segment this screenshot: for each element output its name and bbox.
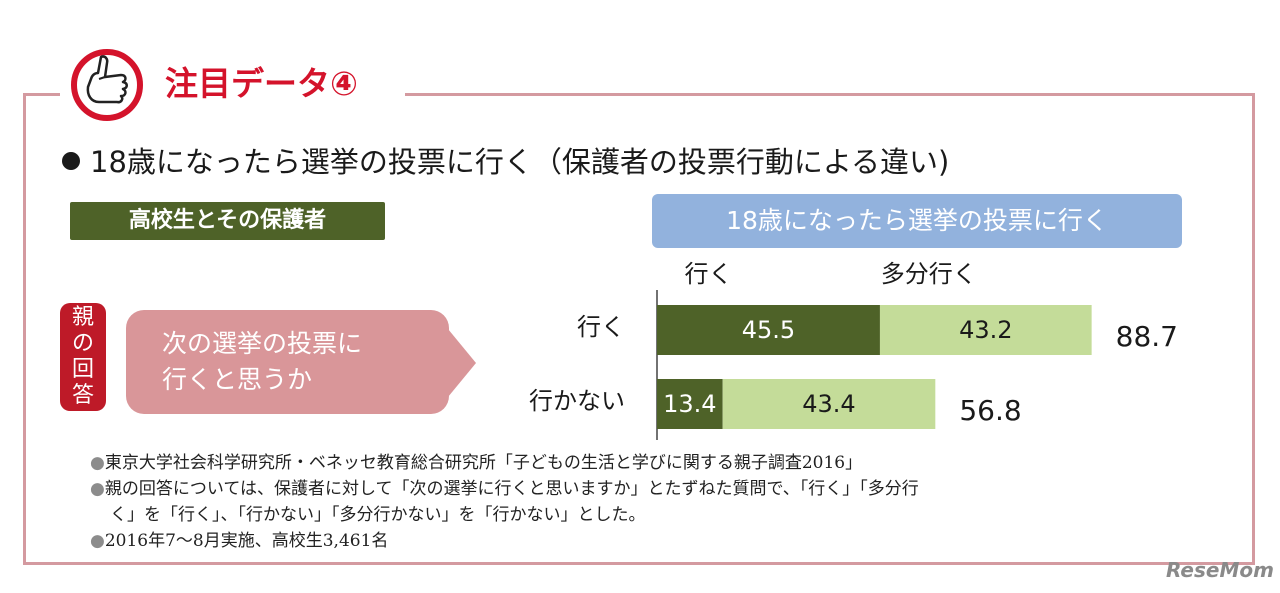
header-title: 注目データ④ [165, 64, 358, 103]
bullet-icon [62, 152, 80, 170]
data-label: 45.5 [742, 316, 795, 344]
note-definition: ●親の回答については、保護者に対して「次の選挙に行くと思いますか」とたずねた質問… [90, 476, 1200, 502]
data-label: 43.4 [802, 390, 855, 418]
category-label: 行く [577, 313, 625, 341]
legend-label-maybe-go: 多分行く [881, 260, 977, 288]
bar-segment-go [657, 379, 723, 429]
data-label: 43.2 [959, 316, 1012, 344]
total-label: 88.7 [1116, 320, 1178, 353]
chart-header: 18歳になったら選挙の投票に行く [652, 194, 1182, 248]
watermark-logo: ReseMom [1166, 558, 1274, 582]
note-text: 親の回答については、保護者に対して「次の選挙に行くと思いますか」とたずねた質問で… [104, 479, 919, 499]
legend-label-go: 行く [684, 260, 732, 288]
note-text: 東京大学社会科学研究所・ベネッセ教育総合研究所「子どもの生活と学びに関する親子調… [104, 453, 863, 473]
note-text: く」を「行く」、「行かない」「多分行かない」を「行かない」とした。 [110, 505, 646, 525]
category-label: 行かない [529, 387, 625, 415]
note-source: ●東京大学社会科学研究所・ベネッセ教育総合研究所「子どもの生活と学びに関する親子… [90, 450, 1200, 476]
main-title: 18歳になったら選挙の投票に行く（保護者の投票行動による違い) [62, 142, 949, 182]
pointing-hand-icon [71, 49, 143, 121]
note-bullet: ● [90, 479, 105, 499]
bar-segment-go [657, 305, 880, 355]
question-box: 次の選挙の投票に 行くと思うか [126, 310, 449, 414]
note-survey: ●2016年7～8月実施、高校生3,461名 [90, 528, 1200, 554]
side-label-text: 親の回答 [71, 305, 94, 408]
question-line-2: 行くと思うか [162, 365, 313, 394]
bar-segment-maybe-go [722, 379, 936, 429]
respondent-tag: 高校生とその保護者 [70, 202, 385, 240]
note-text: 2016年7～8月実施、高校生3,461名 [104, 531, 389, 551]
data-label: 13.4 [663, 390, 716, 418]
note-definition-cont: く」を「行く」、「行かない」「多分行かない」を「行かない」とした。 [90, 502, 1200, 528]
arrow-right-icon [448, 329, 476, 397]
total-label: 56.8 [959, 394, 1021, 427]
content-frame [23, 93, 1255, 565]
main-title-text: 18歳になったら選挙の投票に行く（保護者の投票行動による違い) [90, 145, 950, 179]
question-line-1: 次の選挙の投票に [162, 329, 363, 358]
note-bullet: ● [90, 453, 105, 473]
bar-segment-maybe-go [879, 305, 1092, 355]
notes: ●東京大学社会科学研究所・ベネッセ教育総合研究所「子どもの生活と学びに関する親子… [90, 450, 1200, 554]
side-label: 親の回答 [60, 303, 106, 411]
note-bullet: ● [90, 531, 105, 551]
